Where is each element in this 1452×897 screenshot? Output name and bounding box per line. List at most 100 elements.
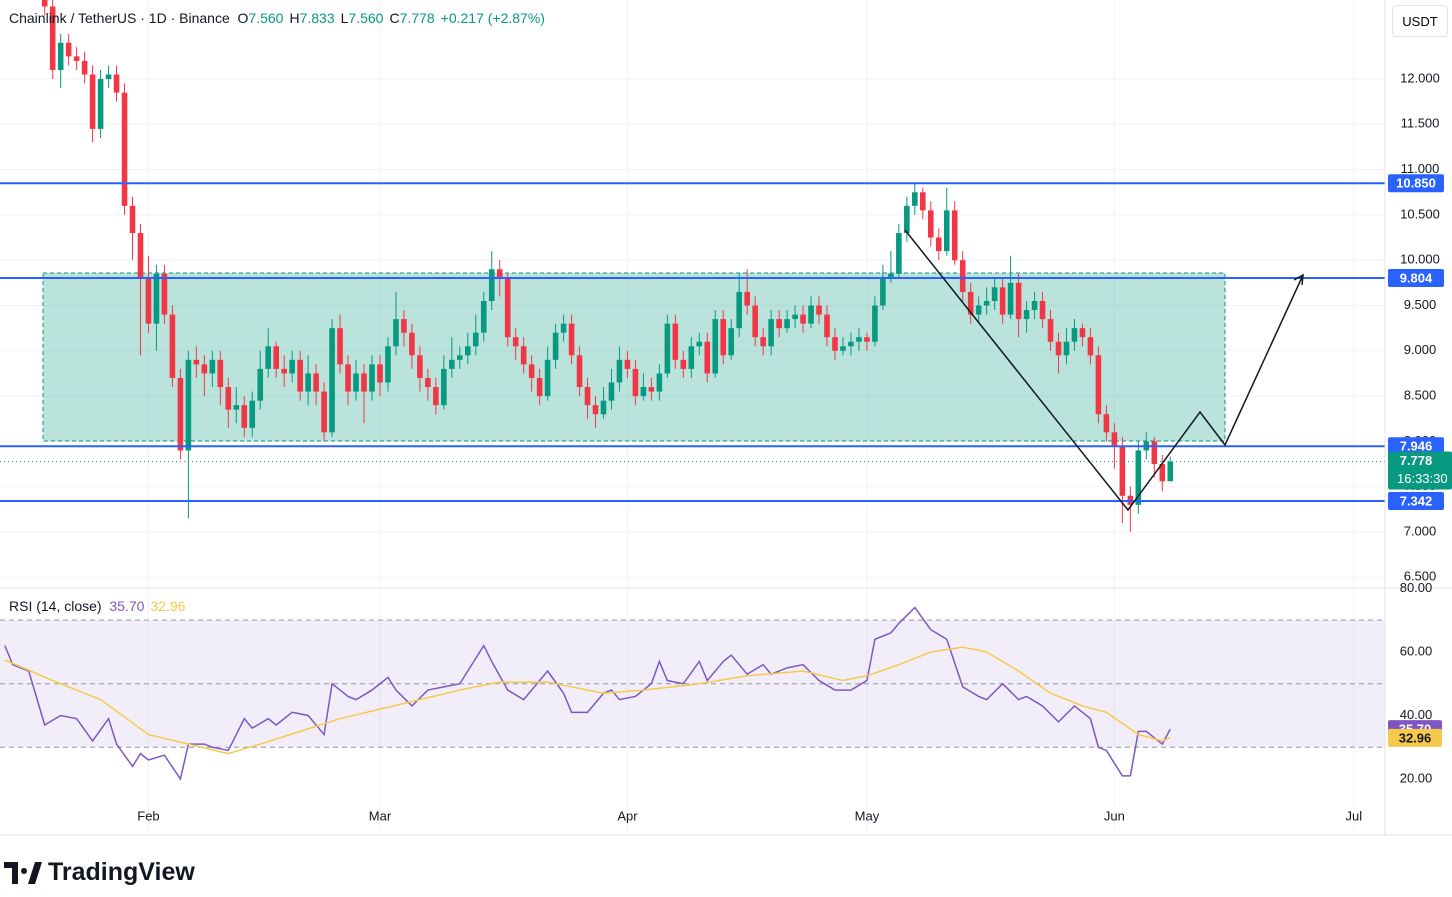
candle-body	[369, 364, 375, 392]
rsi-tick-label: 80.00	[1400, 580, 1433, 595]
symbol-header: Chainlink / TetherUS · 1D · Binance O7.5…	[9, 10, 551, 26]
countdown: 16:33:30	[1397, 471, 1448, 486]
candle-body	[672, 323, 679, 360]
candle-body	[393, 319, 399, 347]
candle-body	[784, 319, 790, 329]
candle-body	[289, 359, 295, 374]
level-label-box	[1388, 174, 1444, 193]
level-label-box	[1388, 437, 1444, 456]
candle-body	[457, 355, 463, 360]
candle-body	[249, 400, 256, 428]
y-tick-label: 10.500	[1400, 206, 1440, 221]
candle-body	[1015, 282, 1022, 320]
candle-body	[768, 319, 774, 347]
candle-body	[880, 278, 886, 306]
axes: FebMarAprMayJunJul6.5007.0007.5008.0008.…	[137, 70, 1452, 823]
ohlc: O7.560 H7.833 L7.560 C7.778	[238, 10, 441, 26]
candle-body	[65, 42, 72, 57]
x-tick-label: Mar	[369, 808, 392, 823]
candle-body	[1095, 355, 1102, 415]
candle-body	[1007, 282, 1014, 315]
field-value: 7.560	[348, 10, 384, 26]
candle-body	[904, 205, 910, 234]
field-key: L	[340, 10, 349, 26]
candle-body	[121, 92, 128, 206]
candle-body	[744, 291, 750, 306]
candle-body	[113, 74, 120, 93]
field-value: 7.560	[248, 10, 284, 26]
candle-body	[273, 346, 279, 369]
field-key: H	[289, 10, 300, 26]
candle-body	[592, 405, 599, 415]
y-tick-label: 8.500	[1404, 388, 1437, 403]
candle-body	[345, 364, 351, 392]
candle-body	[776, 319, 782, 329]
candle-body	[401, 319, 407, 333]
candle-body	[608, 382, 615, 401]
rsi-legend-value: 35.70	[109, 598, 145, 614]
candle-body	[600, 400, 607, 415]
candle-body	[927, 210, 934, 238]
candle-body	[688, 346, 695, 369]
candle-body	[449, 359, 455, 369]
projection-path	[904, 229, 1304, 512]
rsi-line	[4, 646, 1171, 755]
candle-body	[433, 387, 439, 406]
candle-body	[201, 364, 208, 374]
candle-body	[999, 287, 1006, 315]
candle-body	[664, 323, 671, 374]
field-value: 7.778	[399, 10, 435, 26]
candle-body	[480, 300, 487, 333]
rsi-legend-value: 32.96	[150, 598, 186, 614]
candle-body	[337, 328, 343, 365]
price-pane	[0, 0, 1385, 532]
candle-body	[624, 359, 631, 369]
candle-body	[425, 377, 431, 388]
candle-body	[353, 373, 359, 392]
candle-body	[959, 260, 966, 292]
level-label: 7.342	[1400, 493, 1433, 508]
candle-body	[912, 192, 918, 206]
rsi-title: RSI (14, close)	[9, 598, 102, 614]
candle-body	[656, 373, 663, 392]
y-tick-label: 11.000	[1401, 161, 1440, 176]
candle-body	[528, 364, 535, 378]
last-price-label: 7.778	[1400, 453, 1433, 468]
candle-body	[864, 337, 870, 342]
candle-body	[89, 74, 96, 129]
candle-body	[217, 359, 224, 388]
candle-body	[792, 314, 798, 320]
rsi-pane	[0, 606, 1385, 781]
currency-button[interactable]: USDT	[1392, 5, 1448, 37]
rsi-value-box	[1388, 728, 1442, 747]
candle-body	[967, 291, 974, 315]
candle-body	[616, 359, 623, 383]
candle-body	[840, 346, 846, 351]
candle-body	[1159, 464, 1166, 482]
candle-body	[1031, 300, 1038, 311]
candle-body	[504, 278, 511, 338]
candle-body	[177, 377, 184, 451]
candle-body	[441, 368, 447, 406]
candle-body	[496, 269, 503, 279]
candle-body	[680, 359, 687, 369]
candle-body	[377, 364, 383, 383]
candle-body	[888, 273, 894, 279]
candle-body	[129, 205, 136, 234]
candle-body	[584, 387, 591, 406]
candle-body	[257, 368, 264, 401]
candle-body	[1087, 337, 1094, 356]
candle-body	[1063, 341, 1070, 356]
x-tick-label: Jun	[1104, 808, 1125, 823]
candle-body	[1055, 341, 1062, 356]
candle-body	[712, 319, 719, 374]
candle-body	[41, 0, 48, 7]
level-label-box	[1388, 492, 1444, 511]
candle-body	[97, 79, 104, 129]
candle-body	[1111, 432, 1118, 446]
candle-body	[983, 300, 990, 306]
candle-body	[856, 337, 862, 342]
candle-body	[233, 405, 240, 410]
candle-body	[281, 368, 287, 374]
